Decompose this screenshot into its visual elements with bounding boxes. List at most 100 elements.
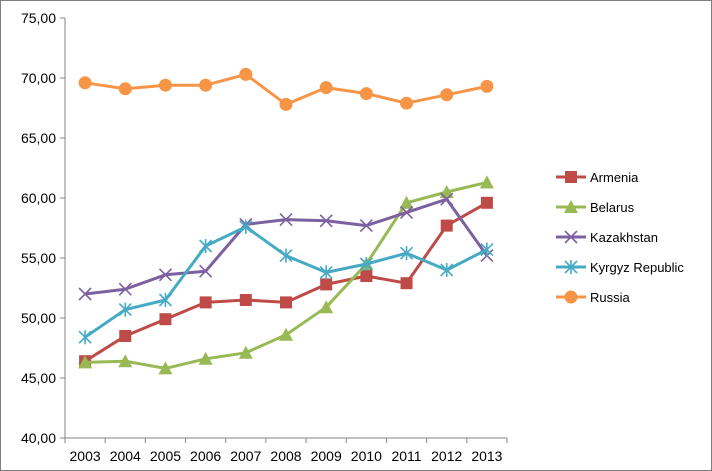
y-tick-label: 60,00 xyxy=(21,190,56,206)
x-tick-label: 2009 xyxy=(311,448,342,464)
data-point-armenia xyxy=(320,278,333,291)
legend: Armenia Belarus Kazakhstan Kyrgyz Republic R… xyxy=(556,170,684,305)
data-point-armenia xyxy=(239,294,252,306)
data-point-belarus xyxy=(238,345,253,359)
data-point-armenia xyxy=(360,270,373,282)
y-tick-label: 75,00 xyxy=(21,10,56,26)
y-tick-label: 50,00 xyxy=(21,310,56,326)
data-point-kazakhstan xyxy=(199,264,213,278)
data-point-russia xyxy=(239,67,253,81)
data-point-russia xyxy=(319,81,333,95)
x-tick-label: 2006 xyxy=(190,448,221,464)
legend-marker xyxy=(565,171,577,183)
data-point-belarus xyxy=(479,175,494,189)
data-point-armenia xyxy=(480,196,493,209)
data-point-kyrgyz-republic xyxy=(118,302,132,317)
legend-item-kyrgyz-republic: Kyrgyz Republic xyxy=(556,260,684,275)
x-tick-label: 2012 xyxy=(431,448,462,464)
data-point-belarus xyxy=(118,354,133,368)
data-point-kyrgyz-republic xyxy=(78,330,92,345)
data-point-kyrgyz-republic xyxy=(199,239,213,253)
legend-label: Kazakhstan xyxy=(590,230,658,245)
data-point-russia xyxy=(359,87,373,101)
data-point-russia xyxy=(118,82,132,96)
series-kyrgyz-republic xyxy=(78,219,494,345)
data-point-russia xyxy=(199,78,213,92)
marker-stroke xyxy=(440,192,454,206)
series-russia xyxy=(78,67,494,111)
data-point-kyrgyz-republic xyxy=(359,257,373,271)
legend-label: Armenia xyxy=(590,170,639,185)
y-tick-label: 45,00 xyxy=(21,370,56,386)
marker-stroke xyxy=(158,268,173,282)
legend-label: Belarus xyxy=(590,200,635,215)
legend-marker xyxy=(564,290,578,304)
data-point-russia xyxy=(78,76,92,90)
data-point-belarus xyxy=(279,327,293,341)
marker-stroke xyxy=(399,205,414,219)
series-group xyxy=(78,67,494,375)
data-point-kyrgyz-republic xyxy=(440,263,454,277)
marker-stroke xyxy=(279,213,293,227)
data-point-russia xyxy=(279,97,293,111)
data-point-armenia xyxy=(440,219,453,232)
legend-item-kazakhstan: Kazakhstan xyxy=(556,230,658,245)
axes: 40,00 45,00 50,00 55,00 60,00 65,00 70,00 75,00… xyxy=(21,10,508,464)
marker-stroke xyxy=(319,214,333,228)
data-point-kazakhstan xyxy=(279,213,293,227)
marker-stroke xyxy=(359,219,373,233)
x-tick-label: 2003 xyxy=(70,448,101,464)
data-point-kazakhstan xyxy=(78,287,92,301)
y-tick-label: 55,00 xyxy=(21,250,56,266)
data-point-russia xyxy=(158,78,172,92)
data-point-armenia xyxy=(280,296,292,309)
data-point-kazakhstan xyxy=(399,205,414,219)
data-point-belarus xyxy=(399,195,414,209)
legend-marker xyxy=(564,260,578,274)
data-point-kazakhstan xyxy=(118,282,132,296)
y-tick-label: 65,00 xyxy=(21,130,56,146)
data-point-armenia xyxy=(119,330,132,342)
data-point-kazakhstan xyxy=(319,214,333,228)
data-point-kyrgyz-republic xyxy=(158,293,173,307)
data-point-kyrgyz-republic xyxy=(239,219,253,234)
x-tick-label: 2011 xyxy=(391,448,421,464)
x-tick-label: 2007 xyxy=(230,448,261,464)
legend-label: Russia xyxy=(590,290,631,305)
data-point-kazakhstan xyxy=(440,192,454,206)
x-tick-label: 2005 xyxy=(150,448,181,464)
legend-marker xyxy=(564,200,578,213)
x-tick-label: 2013 xyxy=(471,448,502,464)
data-point-belarus xyxy=(158,361,173,375)
data-point-belarus xyxy=(78,355,93,369)
marker-stroke xyxy=(564,230,578,244)
data-point-russia xyxy=(440,88,454,102)
data-point-kyrgyz-republic xyxy=(399,246,414,261)
marker-stroke xyxy=(78,287,92,301)
y-tick-label: 70,00 xyxy=(21,70,56,86)
data-point-kyrgyz-republic xyxy=(279,248,293,263)
x-tick-label: 2008 xyxy=(270,448,301,464)
data-point-russia xyxy=(480,79,494,93)
legend-item-belarus: Belarus xyxy=(556,200,635,215)
data-point-russia xyxy=(400,96,414,110)
x-tick-label: 2004 xyxy=(110,448,141,464)
marker-stroke xyxy=(118,282,132,296)
x-tick-label: 2010 xyxy=(351,448,382,464)
legend-item-russia: Russia xyxy=(556,290,631,305)
legend-label: Kyrgyz Republic xyxy=(590,260,684,275)
marker-stroke xyxy=(199,264,213,278)
data-point-armenia xyxy=(159,313,172,326)
data-point-kyrgyz-republic xyxy=(319,265,333,280)
y-tick-label: 40,00 xyxy=(21,430,56,446)
data-point-armenia xyxy=(400,277,413,290)
legend-marker xyxy=(564,230,578,244)
data-point-belarus xyxy=(198,351,213,365)
legend-item-armenia: Armenia xyxy=(556,170,639,185)
data-point-kyrgyz-republic xyxy=(480,242,494,257)
data-point-kazakhstan xyxy=(158,268,173,282)
data-point-belarus xyxy=(319,300,334,314)
series-line-kazakhstan xyxy=(84,197,489,296)
